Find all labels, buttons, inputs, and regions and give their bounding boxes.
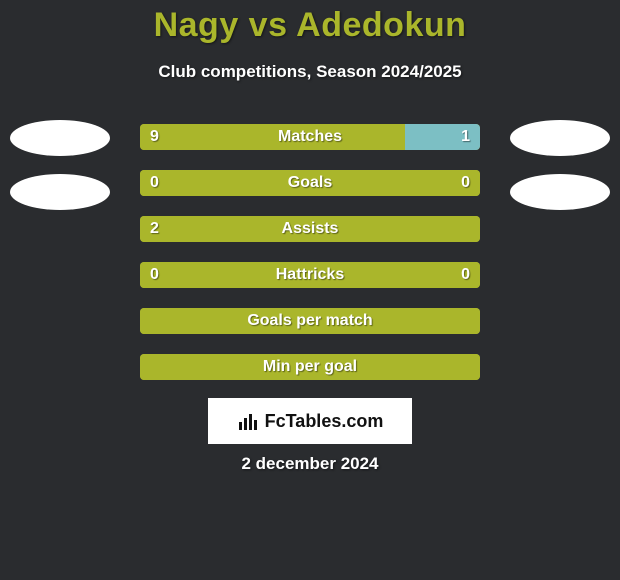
stat-bar-fill-left xyxy=(140,124,405,150)
stat-bar: 91Matches xyxy=(140,124,480,150)
logo-text: FcTables.com xyxy=(265,411,384,432)
stat-bar: 00Goals xyxy=(140,170,480,196)
stat-bar-fill-right xyxy=(405,124,480,150)
stat-bars-container: 91Matches 00Goals 2Assists 00Hattricks Goals… xyxy=(140,124,480,400)
player-avatar-left-2 xyxy=(10,174,110,210)
stat-bar-fill-left xyxy=(140,170,480,196)
bars-icon xyxy=(237,410,259,432)
date-text: 2 december 2024 xyxy=(0,454,620,474)
stat-bar: Goals per match xyxy=(140,308,480,334)
logo-badge: FcTables.com xyxy=(208,398,412,444)
stat-bar-fill-left xyxy=(140,216,480,242)
player-avatar-right-2 xyxy=(510,174,610,210)
stat-bar-fill-left xyxy=(140,308,480,334)
stat-bar: 00Hattricks xyxy=(140,262,480,288)
stat-bar: Min per goal xyxy=(140,354,480,380)
right-avatar-column xyxy=(510,120,610,228)
stat-bar: 2Assists xyxy=(140,216,480,242)
subtitle: Club competitions, Season 2024/2025 xyxy=(0,62,620,82)
left-avatar-column xyxy=(10,120,110,228)
stat-bar-fill-left xyxy=(140,354,480,380)
player-avatar-left-1 xyxy=(10,120,110,156)
page-title: Nagy vs Adedokun xyxy=(0,6,620,45)
player-avatar-right-1 xyxy=(510,120,610,156)
infographic-canvas: Nagy vs Adedokun Club competitions, Seas… xyxy=(0,0,620,580)
stat-bar-fill-left xyxy=(140,262,480,288)
